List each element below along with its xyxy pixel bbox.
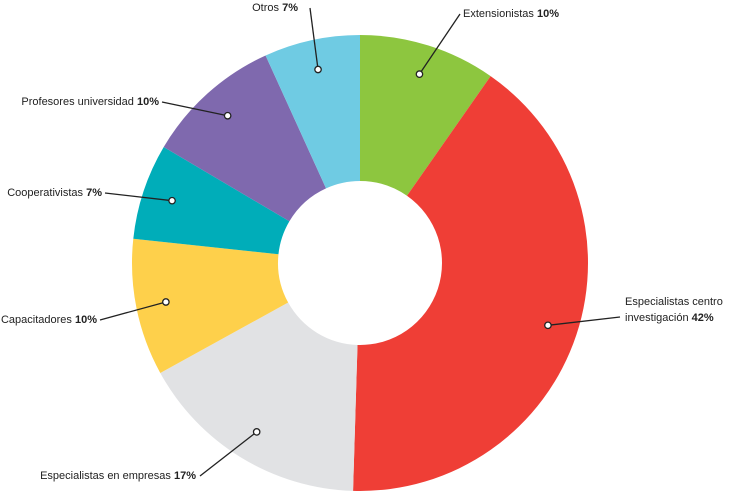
value-label: 10%: [537, 8, 560, 20]
leader-dot: [162, 298, 170, 306]
category-label: Profesores universidad: [21, 96, 134, 108]
category-label: Otros: [252, 2, 280, 14]
slice-label: Cooperativistas 7%: [7, 185, 102, 201]
value-label: 10%: [136, 96, 159, 108]
slice-label: Otros 7%: [252, 0, 298, 16]
value-label: 7%: [282, 2, 298, 14]
donut-slice: [163, 55, 327, 222]
donut-slice: [360, 35, 491, 196]
leader-dot: [544, 321, 552, 330]
category-label: Cooperativistas: [7, 187, 84, 199]
value-label: 17%: [173, 470, 196, 482]
category-label: Capacitadores: [0, 314, 72, 326]
donut-slice: [265, 35, 360, 189]
leader-line: [99, 301, 167, 321]
category-label: Especialistas en empresas: [40, 470, 171, 482]
donut-slice: [160, 302, 358, 491]
leader-dot: [223, 111, 232, 120]
leader-line: [161, 101, 228, 117]
leader-dot: [314, 65, 322, 74]
leader-dot: [415, 70, 424, 78]
leader-line: [418, 13, 461, 75]
leader-dot: [168, 196, 176, 205]
leader-dot: [252, 428, 261, 436]
value-label: 7%: [86, 187, 102, 199]
leader-line: [104, 192, 173, 202]
slice-label: Especialistas centro investigación 42%: [625, 294, 750, 326]
donut-slice: [133, 146, 290, 255]
donut-slice: [353, 76, 589, 491]
leader-line: [309, 7, 319, 70]
slice-label: Especialistas en empresas 17%: [40, 468, 196, 484]
category-label: Extensionistas: [463, 8, 534, 20]
slice-label: Profesores universidad 10%: [21, 94, 159, 110]
slice-label: Capacitadores 10%: [1, 312, 97, 328]
slice-label: Extensionistas 10%: [463, 6, 559, 22]
leader-line: [199, 431, 258, 477]
leader-line: [547, 316, 621, 326]
value-label: 42%: [691, 312, 714, 324]
value-label: 10%: [74, 314, 97, 326]
donut-slice: [132, 238, 289, 373]
category-label: Especialistas centro investigación: [625, 296, 723, 324]
